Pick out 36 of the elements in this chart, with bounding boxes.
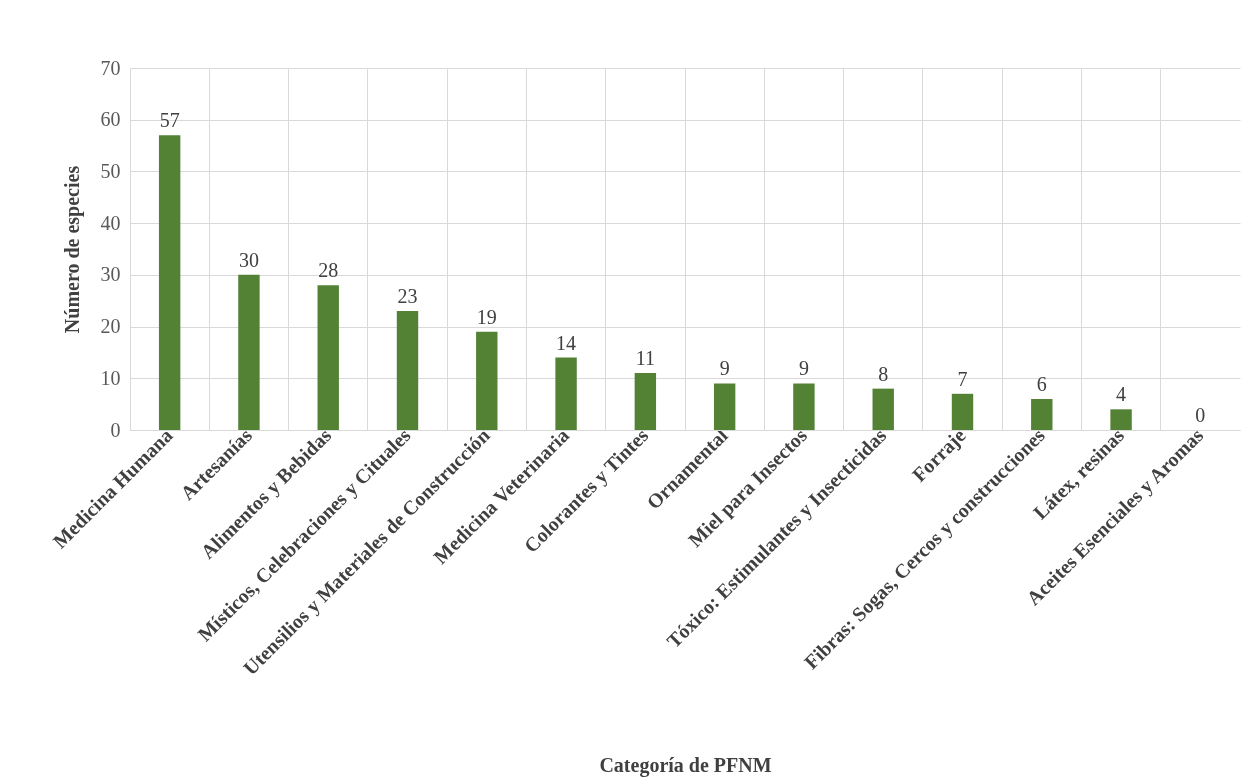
data-label: 8 <box>878 362 889 385</box>
data-label: 9 <box>719 357 730 380</box>
bar <box>793 383 815 430</box>
y-tick-label: 30 <box>100 263 121 286</box>
bar <box>555 357 577 430</box>
x-axis-title: Categoría de PFNM <box>599 753 772 777</box>
data-label: 6 <box>1036 372 1047 395</box>
bar <box>1031 398 1053 430</box>
y-tick-label: 70 <box>100 56 121 79</box>
data-label: 23 <box>397 285 418 308</box>
data-label: 7 <box>957 367 968 390</box>
data-label: 14 <box>556 331 577 354</box>
data-label: 11 <box>635 347 655 370</box>
bar <box>713 383 736 430</box>
data-label: 4 <box>1116 383 1127 406</box>
bar <box>951 393 974 430</box>
bar <box>476 331 498 430</box>
data-label: 28 <box>318 259 339 282</box>
y-tick-label: 10 <box>100 366 121 389</box>
y-tick-label: 60 <box>100 108 121 131</box>
y-axis-title: Número de especies <box>60 165 84 334</box>
bar <box>238 274 260 430</box>
data-label: 30 <box>238 248 259 271</box>
bar <box>872 388 894 430</box>
bar <box>317 285 339 430</box>
data-label: 9 <box>798 357 809 380</box>
bar <box>1110 409 1132 430</box>
bar <box>158 135 181 430</box>
y-tick-label: 50 <box>100 159 121 182</box>
bar <box>396 311 419 430</box>
y-tick-label: 20 <box>100 315 121 338</box>
data-label: 19 <box>476 305 497 328</box>
data-label: 0 <box>1195 404 1206 426</box>
bar <box>634 373 657 430</box>
data-label: 57 <box>159 109 180 132</box>
y-tick-label: 40 <box>100 211 121 234</box>
